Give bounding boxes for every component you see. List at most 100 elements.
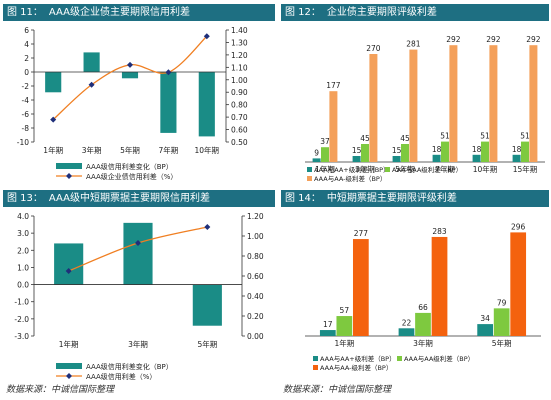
chart-1-legend-bar-swatch — [56, 163, 82, 169]
chart-3-right-tick-label: 0.20 — [247, 312, 264, 321]
chart-3-line-marker — [204, 224, 211, 230]
chart-3-bar — [123, 222, 153, 285]
chart-3-right-tick-label: 0.80 — [247, 252, 264, 261]
chart-2-header: 图 12： 企业债主要期限评级利差 — [281, 4, 549, 21]
chart-panel-2: 图 12： 企业债主要期限评级利差 9 37 177 1年期 15 45 270 3年期 15 45… — [279, 0, 551, 185]
chart-1-bar — [83, 52, 100, 72]
chart-3-left-tick-label: -1.0 — [14, 298, 29, 307]
chart-2-category-label: 5年期 — [395, 164, 415, 174]
chart-1-line-marker — [50, 116, 57, 123]
chart-3-category-label: 1年期 — [59, 339, 79, 349]
chart-4-legend-swatch — [397, 356, 402, 361]
chart-2-data-label: 51 — [440, 132, 450, 141]
chart-1-category-label: 1年期 — [43, 145, 63, 155]
chart-1-svg: -10 -8 -6 -4 -2 0 2 4 6 0.50 0.60 0.70 0.80 0.90 1.00 1… — [17, 26, 248, 181]
chart-2-bar — [312, 158, 321, 162]
chart-3-left-tick-label: 3.0 — [17, 229, 29, 238]
chart-1-line-marker — [203, 33, 210, 40]
chart-1-left-tick-label: 4 — [24, 40, 29, 49]
chart-1-left-tick-label: -4 — [22, 96, 30, 105]
chart-1-line-marker — [165, 69, 172, 76]
chart-3-legend-bar-label: AAA级信用利差变化（BP） — [86, 362, 173, 371]
chart-1-line-marker — [88, 81, 95, 88]
chart-2-category-label: 1年期 — [315, 164, 335, 174]
chart-2-data-label: 51 — [520, 132, 530, 141]
chart-1-right-tick-label: 1.20 — [231, 51, 248, 60]
chart-1-category-label: 5年期 — [120, 145, 140, 155]
chart-4-category-label: 5年期 — [492, 338, 512, 348]
chart-1-title: AAA级企业债主要期限信用利差 — [48, 7, 190, 18]
chart-4-bar — [510, 232, 527, 336]
chart-1-legend-line-label: AAA级企业债信用利差（%） — [86, 172, 177, 181]
chart-2-bar — [489, 45, 498, 163]
chart-1-right-tick-label: 0.50 — [231, 138, 248, 147]
chart-3-right-tick-label: 0.60 — [247, 272, 264, 281]
chart-2-data-label: 292 — [446, 35, 461, 44]
chart-2-category-label: 7年期 — [435, 164, 455, 174]
chart-4-title: 中短期票据主要期限评级利差 — [326, 193, 457, 204]
chart-1-legend-bar-label: AAA级信用利差变化（BP） — [86, 162, 173, 171]
chart-2-bar — [529, 45, 538, 163]
chart-2-legend-swatch — [307, 167, 312, 172]
chart-4-bar — [398, 328, 415, 336]
chart-1-legend-line-marker — [66, 173, 72, 179]
chart-3-figure-no: 图 13： — [7, 193, 43, 204]
chart-4-header: 图 14： 中短期票据主要期限评级利差 — [281, 190, 549, 207]
chart-2-category-label: 3年期 — [355, 164, 375, 174]
chart-1-left-tick-label: 0 — [24, 68, 29, 77]
chart-2-bar — [512, 154, 521, 162]
chart-4-data-label: 34 — [480, 314, 490, 323]
chart-2-svg: 937 177 1年期 15 45 270 3年期 15 45 281 5年期 18 51 292 7年期 1… — [305, 35, 545, 183]
chart-3-right-tick-label: 0.00 — [247, 332, 264, 341]
chart-2-bar — [392, 156, 401, 162]
chart-4-category-label: 1年期 — [334, 338, 354, 348]
chart-2-title: 企业债主要期限评级利差 — [326, 7, 437, 18]
chart-1-category-label: 10年期 — [195, 145, 220, 155]
chart-2-bar — [432, 154, 441, 162]
chart-2-data-label: 281 — [406, 40, 421, 49]
chart-1-left-tick-label: -8 — [22, 124, 30, 133]
chart-3-legend-line-marker — [66, 373, 72, 379]
chart-4-svg: 17 57 277 1年期 22 66 283 3年期 34 79 296 5年期 AAA与AA+级利差… — [305, 222, 541, 372]
chart-1-header: 图 11： AAA级企业债主要期限信用利差 — [3, 4, 275, 21]
chart-3-right-tick-label: 0.40 — [247, 292, 264, 301]
chart-3-left-tick-label: -2.0 — [14, 315, 29, 324]
chart-1-right-tick-label: 1.00 — [231, 76, 248, 85]
chart-4-data-label: 79 — [497, 298, 507, 307]
chart-2-data-label: 18 — [432, 145, 442, 154]
chart-2-bar — [472, 154, 481, 162]
chart-4-legend-label: AAA与AA+级利差（BP） — [320, 354, 396, 363]
chart-2-bar — [321, 147, 329, 162]
chart-3-legend-bar-swatch — [56, 363, 82, 369]
chart-3-right-tick-label: 1.20 — [247, 212, 264, 221]
chart-4-bar — [336, 316, 353, 336]
chart-1-bar — [45, 72, 62, 93]
chart-3-header: 图 13： AAA级中短期票据主要期限信用利差 — [3, 190, 275, 207]
chart-1-line-marker — [127, 61, 133, 68]
chart-1-left-tick-label: -2 — [22, 82, 30, 91]
chart-2-data-label: 177 — [326, 81, 341, 90]
chart-2-bar — [409, 49, 418, 162]
chart-2-data-label: 270 — [366, 44, 381, 53]
chart-4-legend-swatch — [313, 365, 318, 370]
chart-4-data-label: 22 — [402, 318, 412, 327]
chart-2-data-label: 45 — [400, 134, 410, 143]
chart-2-bar — [352, 156, 361, 162]
chart-1-right-tick-label: 0.60 — [231, 126, 248, 135]
chart-4-legend-label: AAA与AA-级利差（BP） — [320, 363, 392, 372]
chart-2-bar — [441, 141, 449, 162]
chart-2-legend-swatch — [385, 167, 390, 172]
chart-4-legend-label: AAA与AA级利差（BP） — [404, 354, 474, 363]
chart-2-bar — [369, 54, 378, 162]
chart-3-line-marker — [135, 240, 141, 246]
chart-2-data-label: 37 — [320, 137, 330, 146]
chart-4-bar — [431, 236, 448, 336]
chart-1-right-tick-label: 1.30 — [231, 38, 248, 47]
chart-2-data-label: 15 — [392, 146, 402, 155]
chart-2-legend-label: AAA与AA级利差（BP） — [392, 165, 462, 174]
chart-1-figure-no: 图 11： — [7, 7, 43, 18]
chart-2-bar — [401, 144, 409, 162]
chart-2-data-label: 51 — [480, 132, 490, 141]
chart-4-category-label: 3年期 — [413, 338, 433, 348]
chart-1-bar — [198, 72, 215, 137]
